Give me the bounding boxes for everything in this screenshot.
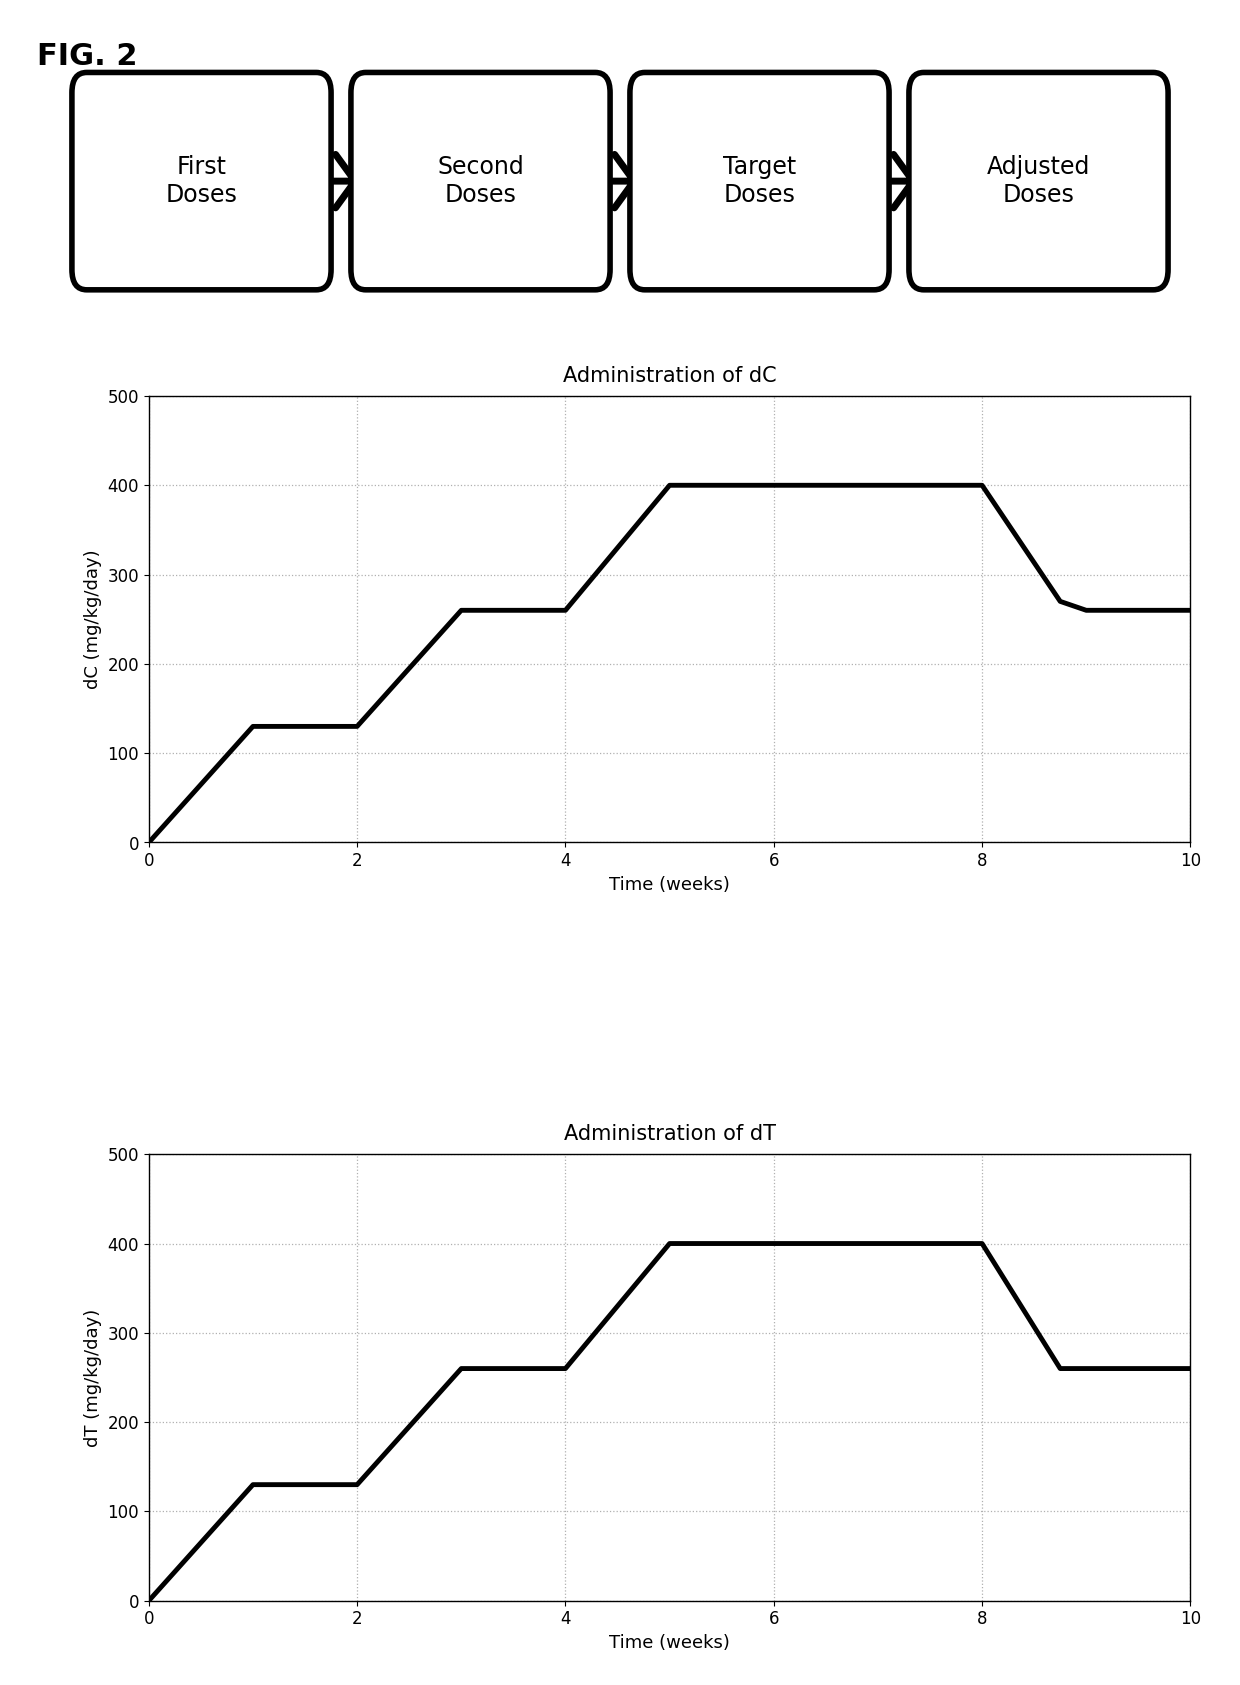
Text: Target
Doses: Target Doses: [723, 155, 796, 207]
Y-axis label: dT (mg/kg/day): dT (mg/kg/day): [84, 1308, 102, 1447]
Title: Administration of dC: Administration of dC: [563, 366, 776, 386]
X-axis label: Time (weeks): Time (weeks): [609, 1634, 730, 1651]
Text: Second
Doses: Second Doses: [438, 155, 523, 207]
Y-axis label: dC (mg/kg/day): dC (mg/kg/day): [84, 549, 102, 689]
Text: FIG. 2: FIG. 2: [37, 42, 138, 71]
Text: Adjusted
Doses: Adjusted Doses: [987, 155, 1090, 207]
Title: Administration of dT: Administration of dT: [564, 1124, 775, 1144]
X-axis label: Time (weeks): Time (weeks): [609, 876, 730, 893]
Text: First
Doses: First Doses: [166, 155, 237, 207]
